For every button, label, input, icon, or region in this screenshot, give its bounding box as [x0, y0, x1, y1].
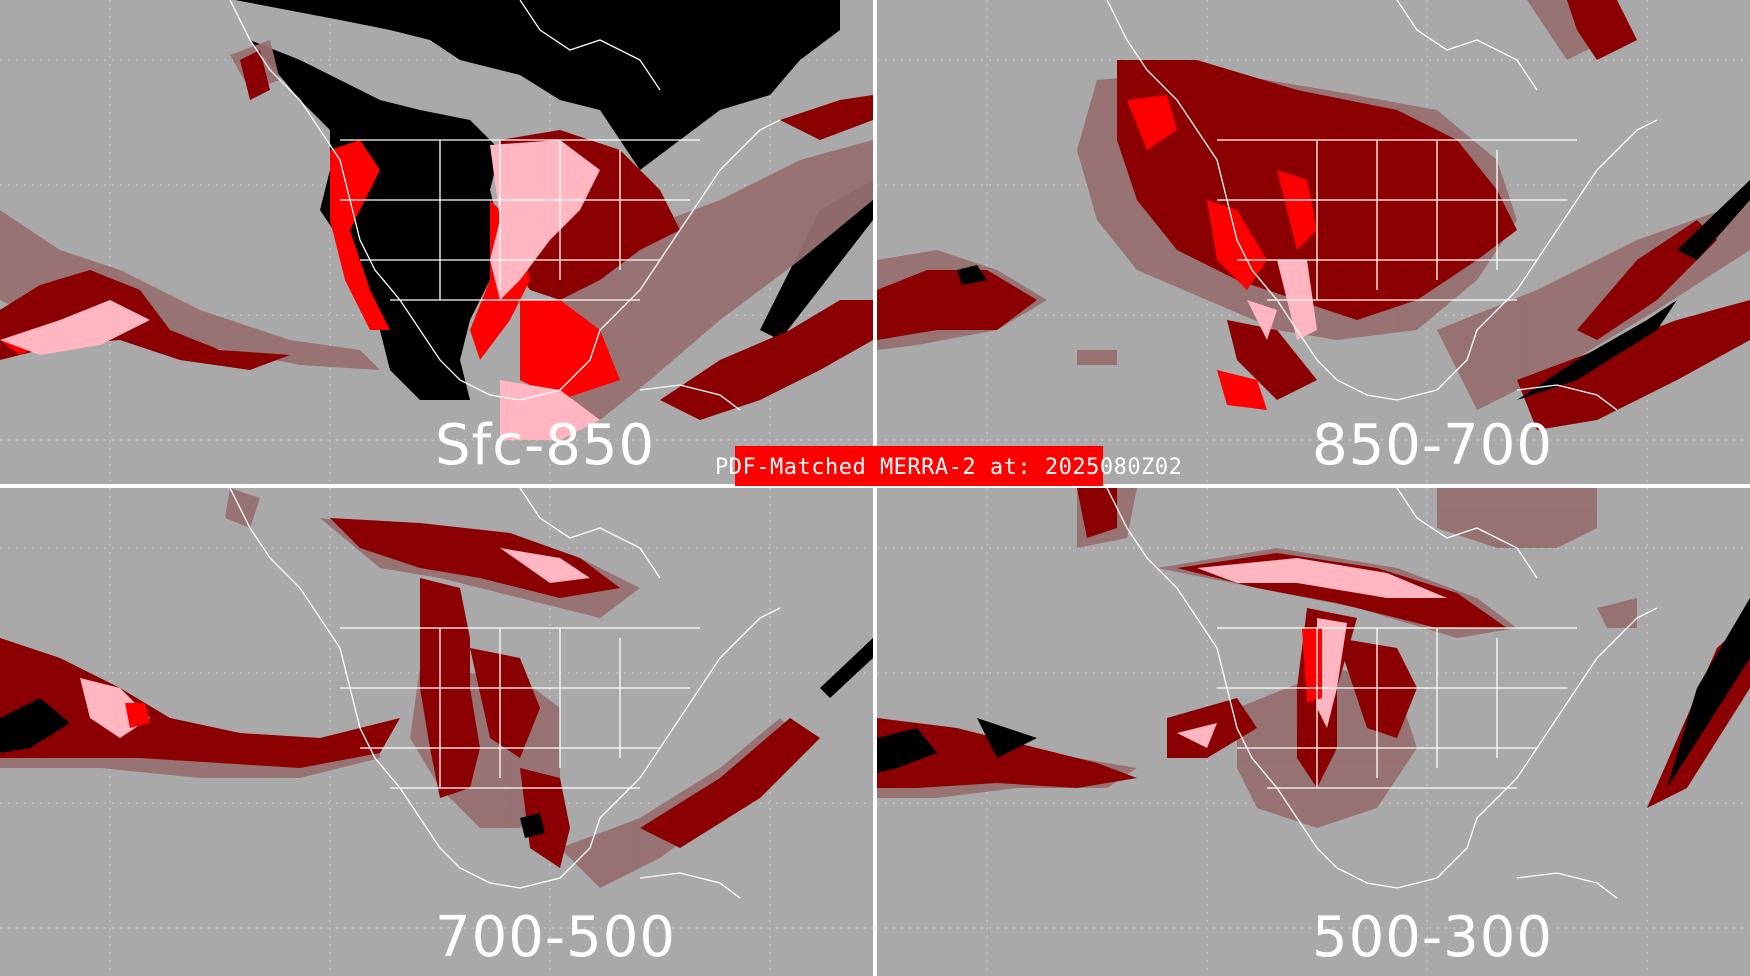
coastlines-borders	[229, 488, 781, 899]
dry-region-black	[877, 598, 1750, 788]
panel-label: Sfc-850	[435, 413, 656, 478]
map-panel-700-500: 700-500	[0, 488, 873, 976]
map-850-700	[877, 0, 1750, 484]
panel-label: 500-300	[1312, 905, 1553, 970]
figure-title: PDF-Matched MERRA-2 at: 2025080Z02	[715, 455, 1183, 480]
dry-region-black	[957, 180, 1750, 400]
coastlines-borders	[229, 0, 781, 411]
coastlines-borders	[1106, 488, 1658, 899]
horizontal-divider	[0, 484, 1750, 488]
map-500-300	[877, 488, 1750, 976]
coastlines-borders	[1106, 0, 1658, 411]
moisture-red	[1127, 95, 1317, 410]
map-sfc-850	[0, 0, 873, 484]
map-700-500	[0, 488, 873, 976]
moisture-red	[125, 703, 150, 728]
panel-label: 850-700	[1312, 413, 1553, 478]
map-panel-850-700: 850-700	[877, 0, 1750, 484]
map-panel-500-300: 500-300	[877, 488, 1750, 976]
moisture-pink	[1177, 558, 1447, 748]
dry-region-black	[0, 638, 873, 838]
title-banner	[735, 446, 1103, 486]
vertical-divider	[873, 0, 877, 976]
panel-label: 700-500	[435, 905, 676, 970]
map-panel-sfc-850: Sfc-850	[0, 0, 873, 484]
